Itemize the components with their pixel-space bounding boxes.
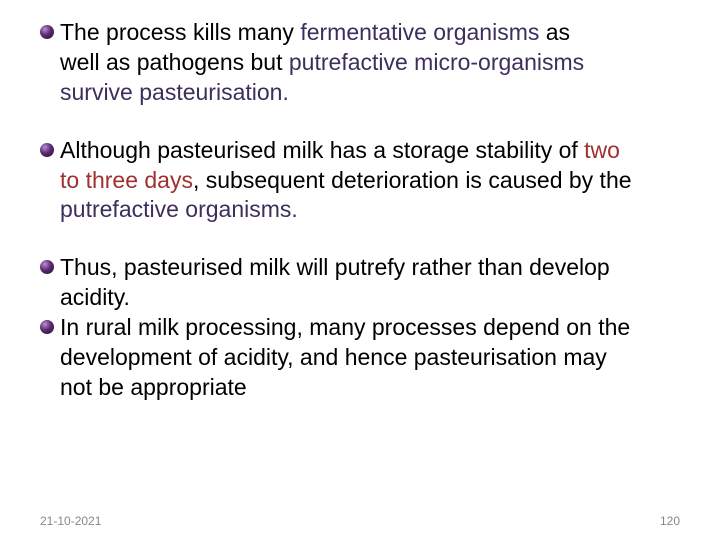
text-segment: development of acidity, and hence pasteu… — [60, 344, 607, 370]
text-segment: acidity. — [60, 284, 130, 310]
text-segment: , subsequent deterioration is caused by … — [193, 167, 632, 193]
bullet-group: In rural milk processing, many processes… — [40, 313, 680, 403]
footer: 21-10-2021 120 — [40, 514, 680, 528]
text-segment: as — [546, 19, 570, 45]
text-segment: fermentative organisms — [300, 19, 545, 45]
text-segment: In rural milk processing, many processes… — [60, 314, 630, 340]
bullet-continuation: survive pasteurisation. — [40, 78, 680, 108]
bullet-continuation: acidity. — [40, 283, 680, 313]
bullet-item: Thus, pasteurised milk will putrefy rath… — [40, 253, 680, 283]
bullet-item: Although pasteurised milk has a storage … — [40, 136, 680, 166]
text-segment: Although pasteurised milk has a storage … — [60, 137, 584, 163]
bullet-icon — [40, 25, 54, 39]
bullet-text: The process kills many fermentative orga… — [60, 18, 570, 48]
text-segment: two — [584, 137, 620, 163]
text-segment: not be appropriate — [60, 374, 247, 400]
footer-page: 120 — [660, 514, 680, 528]
text-segment: The process kills many — [60, 19, 300, 45]
bullet-continuation: to three days, subsequent deterioration … — [40, 166, 680, 196]
bullet-group: Although pasteurised milk has a storage … — [40, 136, 680, 226]
bullet-group: Thus, pasteurised milk will putrefy rath… — [40, 253, 680, 313]
bullet-text: Thus, pasteurised milk will putrefy rath… — [60, 253, 610, 283]
bullet-text: Although pasteurised milk has a storage … — [60, 136, 620, 166]
text-segment: putrefactive micro-organisms — [289, 49, 584, 75]
bullet-item: In rural milk processing, many processes… — [40, 313, 680, 343]
footer-date: 21-10-2021 — [40, 514, 101, 528]
text-segment: to three days — [60, 167, 193, 193]
bullet-text: In rural milk processing, many processes… — [60, 313, 630, 343]
bullet-continuation: not be appropriate — [40, 373, 680, 403]
bullet-icon — [40, 143, 54, 157]
bullet-item: The process kills many fermentative orga… — [40, 18, 680, 48]
text-segment: survive pasteurisation. — [60, 79, 289, 105]
bullet-continuation: well as pathogens but putrefactive micro… — [40, 48, 680, 78]
bullet-continuation: development of acidity, and hence pasteu… — [40, 343, 680, 373]
bullet-icon — [40, 320, 54, 334]
text-segment: putrefactive organisms. — [60, 196, 298, 222]
slide-content: The process kills many fermentative orga… — [40, 18, 680, 403]
text-segment: well as pathogens but — [60, 49, 289, 75]
text-segment: Thus, pasteurised milk will putrefy rath… — [60, 254, 610, 280]
bullet-icon — [40, 260, 54, 274]
bullet-continuation: putrefactive organisms. — [40, 195, 680, 225]
bullet-group: The process kills many fermentative orga… — [40, 18, 680, 108]
